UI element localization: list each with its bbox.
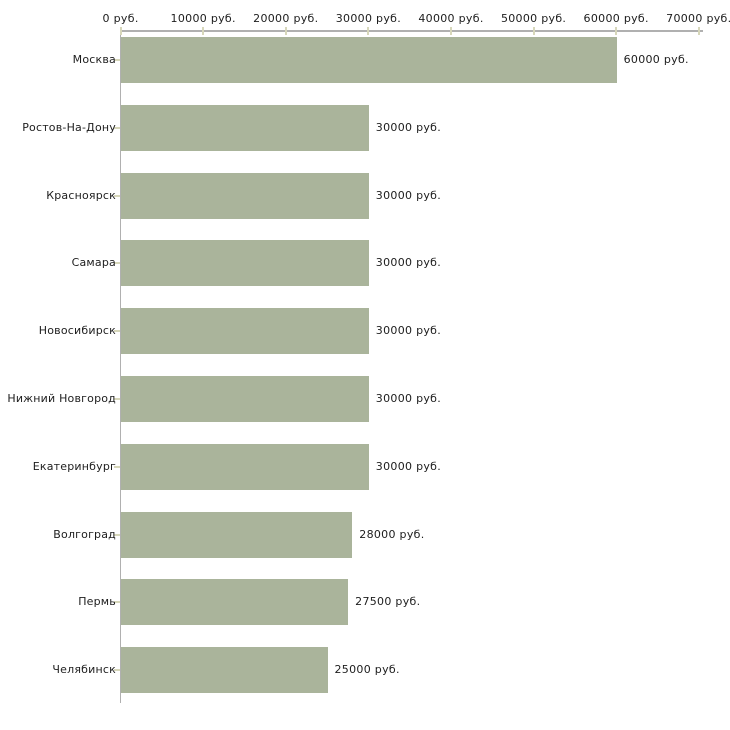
value-label: 30000 руб.	[375, 324, 442, 338]
bar	[121, 37, 617, 83]
x-axis-tick	[532, 27, 535, 35]
x-axis-tick	[119, 27, 122, 35]
category-label: Самара	[71, 256, 116, 270]
y-axis-tick	[114, 669, 120, 672]
x-axis-tick-label: 20000 руб.	[253, 12, 319, 25]
x-axis-tick	[202, 27, 205, 35]
bar	[121, 647, 328, 694]
bar	[121, 240, 369, 287]
x-axis-tick	[450, 27, 452, 35]
value-label: 25000 руб.	[334, 663, 400, 677]
bar	[121, 104, 369, 151]
value-label: 30000 руб.	[375, 188, 442, 202]
y-axis-tick	[114, 398, 120, 400]
bar	[121, 443, 369, 490]
x-axis-tick-label: 70000 руб.	[666, 12, 730, 25]
category-label: Челябинск	[52, 663, 116, 677]
value-label: 60000 руб.	[623, 53, 689, 66]
y-axis-tick	[114, 126, 120, 129]
category-label: Красноярск	[46, 188, 116, 202]
x-axis-tick-label: 60000 руб.	[583, 12, 649, 25]
bar	[121, 511, 353, 558]
y-axis-tick	[114, 465, 120, 468]
value-label: 30000 руб.	[375, 392, 442, 405]
value-label: 30000 руб.	[375, 256, 442, 270]
category-label: Пермь	[78, 595, 116, 609]
category-label: Волгоград	[53, 527, 116, 541]
x-axis-line	[120, 30, 703, 32]
y-axis-line	[120, 30, 121, 703]
y-axis-tick	[114, 330, 120, 333]
bar	[121, 376, 369, 422]
y-axis-tick	[114, 533, 120, 536]
category-label: Новосибирск	[38, 324, 116, 338]
x-axis-tick	[697, 27, 700, 35]
y-axis-tick	[114, 601, 120, 604]
x-axis-tick-label: 30000 руб.	[335, 12, 402, 25]
value-label: 27500 руб.	[355, 595, 421, 609]
category-label: Москва	[72, 53, 116, 66]
bar	[121, 579, 349, 626]
category-label: Нижний Новгород	[7, 392, 116, 405]
value-label: 30000 руб.	[375, 459, 442, 473]
x-axis-tick	[615, 27, 618, 35]
bar	[121, 308, 369, 355]
bar	[121, 172, 369, 219]
y-axis-tick	[114, 194, 120, 197]
category-label: Ростов-На-Дону	[22, 120, 116, 134]
value-label: 30000 руб.	[375, 120, 442, 134]
y-axis-tick	[114, 59, 120, 61]
x-axis-tick-label: 50000 руб.	[500, 12, 567, 25]
x-axis-tick	[367, 27, 370, 35]
value-label: 28000 руб.	[359, 527, 425, 541]
x-axis-tick-label: 10000 руб.	[170, 12, 236, 25]
x-axis-tick-label: 40000 руб.	[418, 12, 484, 25]
x-axis-tick-label: 0 руб.	[102, 12, 139, 25]
x-axis-tick	[284, 27, 287, 35]
category-label: Екатеринбург	[32, 459, 116, 473]
y-axis-tick	[114, 262, 120, 265]
